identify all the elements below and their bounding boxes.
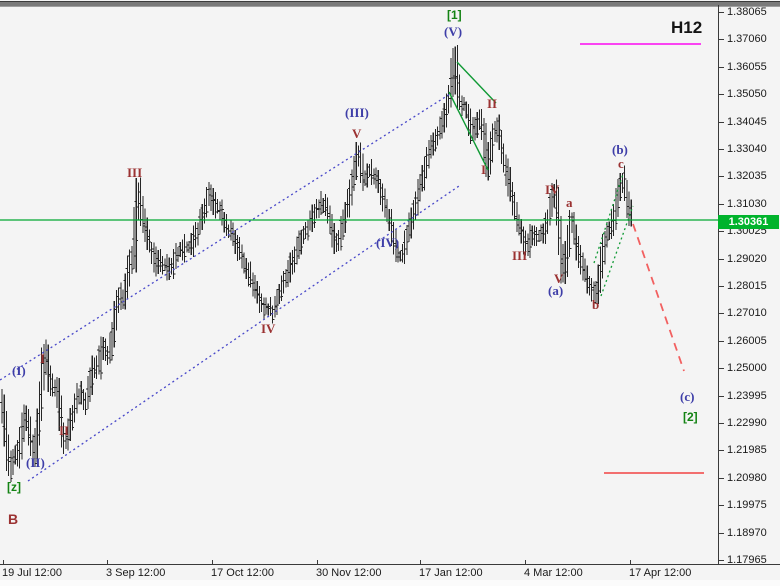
wave-label-ii[interactable]: II [59, 423, 70, 438]
time-tick-mark [317, 560, 318, 564]
wave-label-ii[interactable]: (II) [26, 455, 45, 470]
price-tick-mark [718, 204, 724, 205]
minor-green-channel-lower[interactable] [600, 205, 634, 297]
price-tick-mark [718, 122, 724, 123]
time-tick-label: 4 Mar 12:00 [524, 567, 583, 579]
price-tick-mark [718, 560, 724, 561]
wave-label-iv[interactable]: IV [261, 321, 276, 336]
price-tick-label: 1.33040 [727, 143, 767, 155]
price-tick-label: 1.22990 [727, 417, 767, 429]
price-tick-mark [718, 396, 724, 397]
timeframe-label: H12 [671, 18, 703, 37]
wave-label-1[interactable]: [1] [447, 8, 462, 22]
green-wedge-line-1[interactable] [456, 61, 497, 104]
red-projection-dashed-line[interactable] [632, 223, 685, 372]
price-tick-mark [718, 286, 724, 287]
time-tick-mark [420, 560, 421, 564]
price-tick-label: 1.31030 [727, 198, 767, 210]
wave-label-b[interactable]: (b) [612, 142, 628, 157]
price-tick-label: 1.27010 [727, 307, 767, 319]
price-tick-mark [718, 313, 724, 314]
price-tick-mark [718, 341, 724, 342]
wave-label-v[interactable]: V [352, 126, 362, 141]
time-tick-mark [107, 560, 108, 564]
wave-label-2[interactable]: [2] [683, 410, 698, 424]
wave-label-v[interactable]: V [554, 271, 564, 286]
time-tick-mark [3, 560, 4, 564]
price-tick-label: 1.36055 [727, 61, 767, 73]
wave-label-iv[interactable]: IV [545, 182, 560, 197]
price-tick-label: 1.35050 [727, 88, 767, 100]
price-bars [0, 44, 633, 482]
price-tick-mark [718, 67, 724, 68]
price-tick-mark [718, 231, 724, 232]
price-tick-mark [718, 149, 724, 150]
price-tick-label: 1.34045 [727, 116, 767, 128]
wave-label-iii[interactable]: (III) [345, 105, 369, 120]
current-price-badge: 1.30361 [718, 215, 779, 229]
bottom-strip [0, 580, 780, 586]
time-tick-mark [525, 560, 526, 564]
price-tick-label: 1.37060 [727, 33, 767, 45]
price-axis-border [718, 5, 719, 564]
time-tick-label: 17 Oct 12:00 [211, 567, 274, 579]
price-tick-mark [718, 423, 724, 424]
price-tick-label: 1.38065 [727, 6, 767, 18]
price-tick-mark [718, 12, 724, 13]
time-tick-mark [212, 560, 213, 564]
wave-label-ii[interactable]: II [487, 96, 498, 111]
price-tick-mark [718, 259, 724, 260]
wave-label-iv[interactable]: (IV) [376, 235, 400, 250]
wave-label-z[interactable]: [z] [7, 480, 21, 494]
wave-label-b[interactable]: B [8, 511, 19, 527]
price-tick-mark [718, 450, 724, 451]
time-tick-label: 19 Jul 12:00 [2, 567, 62, 579]
channel-lower-dotted-line[interactable] [27, 185, 460, 482]
price-tick-mark [718, 533, 724, 534]
wave-label-a[interactable]: a [566, 195, 573, 210]
time-tick-label: 17 Apr 12:00 [629, 567, 692, 579]
wave-label-iii[interactable]: III [512, 248, 528, 263]
price-tick-label: 1.28015 [727, 280, 767, 292]
green-wedge-line-2[interactable] [448, 91, 489, 171]
wave-label-c[interactable]: (c) [680, 389, 695, 404]
wave-label-c[interactable]: c [618, 156, 624, 171]
price-tick-label: 1.25000 [727, 362, 767, 374]
time-tick-mark [630, 560, 631, 564]
price-tick-label: 1.20980 [727, 472, 767, 484]
time-tick-label: 30 Nov 12:00 [316, 567, 382, 579]
price-tick-label: 1.21985 [727, 444, 767, 456]
minor-green-channel-upper[interactable] [593, 173, 624, 264]
wave-label-v[interactable]: (V) [444, 24, 463, 39]
price-tick-label: 1.23995 [727, 390, 767, 402]
price-tick-mark [718, 368, 724, 369]
price-tick-label: 1.32035 [727, 170, 767, 182]
price-tick-mark [718, 39, 724, 40]
price-tick-label: 1.17965 [727, 554, 767, 566]
wave-label-i[interactable]: (I) [12, 363, 26, 378]
window-top-edge [0, 1, 780, 7]
time-tick-label: 17 Jan 12:00 [419, 567, 483, 579]
wave-label-iii[interactable]: III [127, 165, 143, 180]
wave-label-i[interactable]: I [481, 162, 487, 177]
wave-label-b[interactable]: b [592, 297, 600, 312]
price-tick-mark [718, 176, 724, 177]
price-tick-mark [718, 478, 724, 479]
time-axis-border [0, 564, 780, 565]
wave-label-i[interactable]: I [40, 351, 46, 366]
price-tick-label: 1.18970 [727, 527, 767, 539]
channel-upper-dotted-line[interactable] [0, 93, 451, 381]
price-tick-label: 1.29020 [727, 253, 767, 265]
price-tick-mark [718, 94, 724, 95]
price-tick-mark [718, 505, 724, 506]
time-tick-label: 3 Sep 12:00 [106, 567, 166, 579]
price-tick-label: 1.26005 [727, 335, 767, 347]
wave-label-a[interactable]: (a) [548, 283, 564, 298]
price-tick-label: 1.19975 [727, 499, 767, 511]
